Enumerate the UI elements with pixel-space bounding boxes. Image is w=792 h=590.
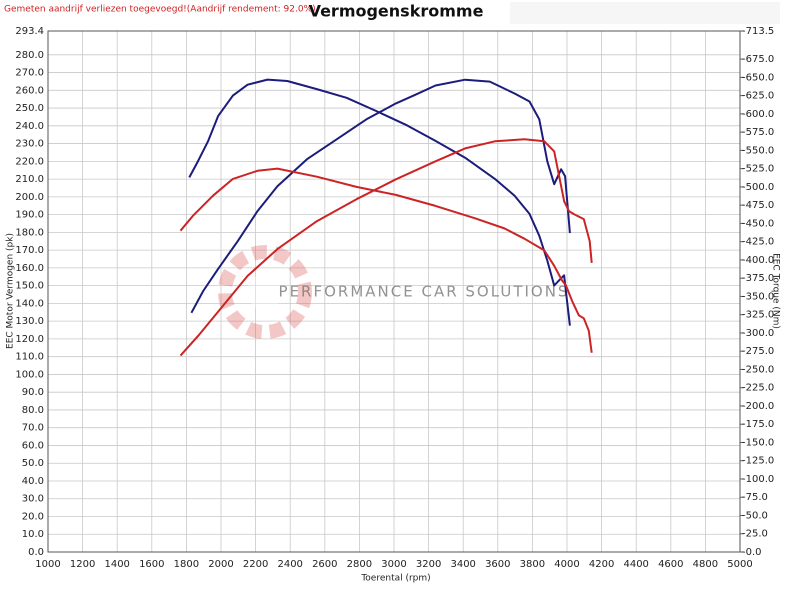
x-tick-label: 1800 bbox=[174, 559, 199, 570]
y2-tick-label: -150.0 bbox=[742, 437, 774, 448]
y-tick-label: 10.0 bbox=[22, 529, 44, 540]
y-tick-label: 30.0 bbox=[22, 494, 44, 505]
x-tick-label: 1200 bbox=[70, 559, 95, 570]
plot-frame bbox=[47, 30, 741, 553]
x-tick-label: 4000 bbox=[554, 559, 579, 570]
y2-tick-label: -650.0 bbox=[742, 72, 774, 83]
y-tick-label: 250.0 bbox=[15, 103, 44, 114]
y-tick-label: 60.0 bbox=[22, 440, 44, 451]
x-tick-label: 2000 bbox=[208, 559, 233, 570]
grid bbox=[47, 30, 741, 553]
x-tick-label: 2200 bbox=[243, 559, 268, 570]
y2-tick-label: -25.0 bbox=[742, 529, 768, 540]
y-tick-label: 70.0 bbox=[22, 423, 44, 434]
x-tick-label: 1400 bbox=[104, 559, 129, 570]
x-tick-label: 3000 bbox=[381, 559, 406, 570]
watermark: PERFORMANCE CAR SOLUTIONS bbox=[279, 283, 570, 301]
y-tick-label: 20.0 bbox=[22, 511, 44, 522]
y-tick-label: 200.0 bbox=[15, 192, 44, 203]
x-tick-label: 3800 bbox=[520, 559, 545, 570]
y2-tick-label: -525.0 bbox=[742, 164, 774, 175]
y-tick-label: 100.0 bbox=[15, 369, 44, 380]
y2-tick-label: -550.0 bbox=[742, 145, 774, 156]
y-tick-label: 80.0 bbox=[22, 405, 44, 416]
y-tick-label: 90.0 bbox=[22, 387, 44, 398]
y-tick-label: 293.4 bbox=[15, 26, 44, 37]
y2-tick-label: -75.0 bbox=[742, 492, 768, 503]
y-axis-label: EEC Motor Vermogen (pk) bbox=[6, 233, 16, 349]
y2-tick-label: -600.0 bbox=[742, 109, 774, 120]
note: Gemeten aandrijf verliezen toegevoegd!(A… bbox=[4, 5, 316, 15]
y-tick-label: 40.0 bbox=[22, 476, 44, 487]
x-tick-label: 4400 bbox=[623, 559, 648, 570]
y2-tick-label: -175.0 bbox=[742, 419, 774, 430]
y2-tick-label: -0.0 bbox=[742, 547, 762, 558]
x-tick-label: 4200 bbox=[589, 559, 614, 570]
y2-tick-label: -475.0 bbox=[742, 200, 774, 211]
x-tick-label: 4800 bbox=[693, 559, 718, 570]
series-line bbox=[179, 138, 593, 357]
y2-tick-label: -50.0 bbox=[742, 510, 768, 521]
y2-tick-label: -375.0 bbox=[742, 273, 774, 284]
chart-title: Vermogenskromme bbox=[309, 2, 484, 21]
y-tick-label: 190.0 bbox=[15, 210, 44, 221]
lines bbox=[179, 78, 593, 357]
y2-tick-label: -100.0 bbox=[742, 474, 774, 485]
y2-tick-label: -275.0 bbox=[742, 346, 774, 357]
y2-tick-label: -575.0 bbox=[742, 127, 774, 138]
y-tick-label: 220.0 bbox=[15, 156, 44, 167]
y2-axis-label: EEC Torque (Nm) bbox=[771, 253, 781, 329]
x-tick-label: 2600 bbox=[312, 559, 337, 570]
header-panel bbox=[510, 2, 780, 24]
y-tick-label: 130.0 bbox=[15, 316, 44, 327]
y2-tick-label: -400.0 bbox=[742, 255, 774, 266]
x-tick-label: 1000 bbox=[35, 559, 60, 570]
y2-tick-label: -425.0 bbox=[742, 237, 774, 248]
y2-tick-label: -125.0 bbox=[742, 456, 774, 467]
y2-tick-label: -200.0 bbox=[742, 401, 774, 412]
y-tick-label: 180.0 bbox=[15, 227, 44, 238]
y-tick-label: 140.0 bbox=[15, 298, 44, 309]
x-tick-label: 1600 bbox=[139, 559, 164, 570]
y-tick-label: 120.0 bbox=[15, 334, 44, 345]
x-tick-label: 2400 bbox=[277, 559, 302, 570]
y2-tick-label: -325.0 bbox=[742, 310, 774, 321]
y2-tick-label: -225.0 bbox=[742, 383, 774, 394]
y-tick-label: 170.0 bbox=[15, 245, 44, 256]
x-tick-label: 4600 bbox=[658, 559, 683, 570]
y-tick-label: 50.0 bbox=[22, 458, 44, 469]
y-tick-label: 110.0 bbox=[15, 352, 44, 363]
y2-tick-label: -625.0 bbox=[742, 91, 774, 102]
series-line bbox=[190, 78, 571, 314]
x-tick-label: 2800 bbox=[347, 559, 372, 570]
x-tick-label: 3200 bbox=[416, 559, 441, 570]
y-tick-label: 270.0 bbox=[15, 68, 44, 79]
watermark-logo bbox=[218, 245, 312, 339]
y2-tick-label: -350.0 bbox=[742, 291, 774, 302]
y-tick-label: 280.0 bbox=[15, 50, 44, 61]
y-tick-label: 0.0 bbox=[28, 547, 44, 558]
x-tick-label: 3400 bbox=[450, 559, 475, 570]
y2-tick-label: -250.0 bbox=[742, 364, 774, 375]
y2-tick-label: -675.0 bbox=[742, 54, 774, 65]
y-tick-label: 240.0 bbox=[15, 121, 44, 132]
y-tick-label: 150.0 bbox=[15, 281, 44, 292]
x-tick-label: 3600 bbox=[485, 559, 510, 570]
y-tick-label: 260.0 bbox=[15, 85, 44, 96]
y2-tick-label: -300.0 bbox=[742, 328, 774, 339]
x-axis-label: Toerental (rpm) bbox=[360, 574, 430, 584]
series-line bbox=[179, 167, 593, 353]
y2-tick-label: -713.5 bbox=[742, 26, 774, 37]
series-line bbox=[188, 78, 571, 326]
y-tick-label: 230.0 bbox=[15, 139, 44, 150]
y-tick-label: 160.0 bbox=[15, 263, 44, 274]
y2-tick-label: -450.0 bbox=[742, 218, 774, 229]
y-tick-label: 210.0 bbox=[15, 174, 44, 185]
y2-tick-label: -500.0 bbox=[742, 182, 774, 193]
x-tick-label: 5000 bbox=[727, 559, 752, 570]
